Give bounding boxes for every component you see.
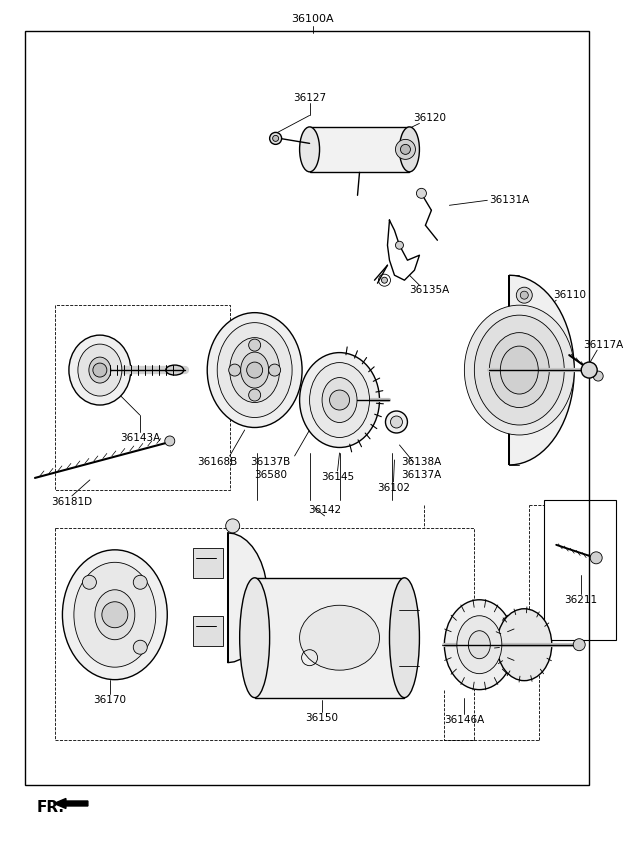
- Ellipse shape: [249, 339, 261, 351]
- Text: 36100A: 36100A: [292, 14, 334, 24]
- Text: 36138A: 36138A: [401, 457, 441, 467]
- Ellipse shape: [396, 241, 403, 249]
- Ellipse shape: [330, 390, 349, 410]
- Ellipse shape: [300, 605, 379, 670]
- Ellipse shape: [396, 139, 416, 159]
- Bar: [310, 127, 409, 172]
- Ellipse shape: [270, 132, 282, 144]
- Ellipse shape: [95, 589, 135, 639]
- Bar: [25, 31, 589, 784]
- FancyArrow shape: [54, 799, 88, 808]
- Text: 36127: 36127: [293, 93, 326, 103]
- Bar: [544, 500, 616, 639]
- Text: 36146A: 36146A: [445, 715, 485, 724]
- Text: 36580: 36580: [254, 470, 287, 480]
- Text: 36135A: 36135A: [409, 285, 450, 295]
- Ellipse shape: [322, 377, 357, 422]
- Text: 36143A: 36143A: [120, 433, 160, 443]
- Text: 36137A: 36137A: [401, 470, 441, 480]
- Ellipse shape: [468, 631, 490, 659]
- Ellipse shape: [399, 127, 419, 172]
- Text: 36120: 36120: [413, 114, 446, 124]
- Text: 36170: 36170: [93, 695, 127, 705]
- Ellipse shape: [246, 362, 263, 378]
- Polygon shape: [509, 276, 574, 465]
- Text: 36117A: 36117A: [583, 340, 623, 350]
- Ellipse shape: [63, 550, 167, 679]
- Text: 36168B: 36168B: [198, 457, 238, 467]
- Ellipse shape: [89, 357, 111, 383]
- Ellipse shape: [134, 640, 147, 654]
- Ellipse shape: [416, 188, 426, 198]
- Text: 36142: 36142: [308, 505, 341, 515]
- Ellipse shape: [465, 305, 574, 435]
- Ellipse shape: [78, 344, 122, 396]
- Ellipse shape: [386, 411, 408, 433]
- Ellipse shape: [273, 136, 278, 142]
- Ellipse shape: [389, 577, 419, 698]
- Ellipse shape: [69, 335, 131, 405]
- Text: 36102: 36102: [377, 483, 410, 493]
- Ellipse shape: [573, 639, 585, 650]
- Ellipse shape: [590, 552, 602, 564]
- Text: 36137B: 36137B: [251, 457, 291, 467]
- Text: FR.: FR.: [37, 800, 65, 815]
- Ellipse shape: [593, 371, 603, 381]
- Ellipse shape: [102, 602, 128, 628]
- Bar: [192, 616, 223, 645]
- Ellipse shape: [300, 127, 320, 172]
- Ellipse shape: [229, 364, 241, 376]
- Ellipse shape: [240, 577, 270, 698]
- Ellipse shape: [217, 322, 292, 417]
- Text: 36110: 36110: [553, 290, 586, 300]
- Ellipse shape: [581, 362, 597, 378]
- Ellipse shape: [500, 346, 538, 394]
- Ellipse shape: [134, 575, 147, 589]
- Ellipse shape: [229, 338, 280, 403]
- Text: 36181D: 36181D: [51, 497, 92, 507]
- Ellipse shape: [475, 315, 564, 425]
- Ellipse shape: [74, 562, 155, 667]
- Ellipse shape: [445, 600, 514, 689]
- Text: 36150: 36150: [305, 712, 338, 722]
- Ellipse shape: [457, 616, 502, 673]
- Ellipse shape: [82, 575, 97, 589]
- Bar: [192, 548, 223, 577]
- Polygon shape: [228, 533, 268, 662]
- Ellipse shape: [165, 436, 175, 446]
- Ellipse shape: [497, 609, 552, 681]
- Ellipse shape: [300, 353, 379, 448]
- Ellipse shape: [391, 416, 403, 428]
- Ellipse shape: [249, 389, 261, 401]
- Ellipse shape: [226, 519, 240, 533]
- Text: 36145: 36145: [321, 472, 354, 482]
- Ellipse shape: [520, 291, 529, 299]
- Ellipse shape: [489, 332, 549, 408]
- Ellipse shape: [93, 363, 107, 377]
- Ellipse shape: [268, 364, 281, 376]
- Ellipse shape: [241, 352, 268, 388]
- Bar: [255, 577, 404, 698]
- Ellipse shape: [207, 313, 302, 427]
- Ellipse shape: [401, 144, 411, 154]
- Ellipse shape: [516, 287, 532, 304]
- Text: 36211: 36211: [565, 594, 598, 605]
- Ellipse shape: [310, 363, 369, 438]
- Text: 36131A: 36131A: [489, 195, 529, 205]
- Ellipse shape: [381, 277, 387, 283]
